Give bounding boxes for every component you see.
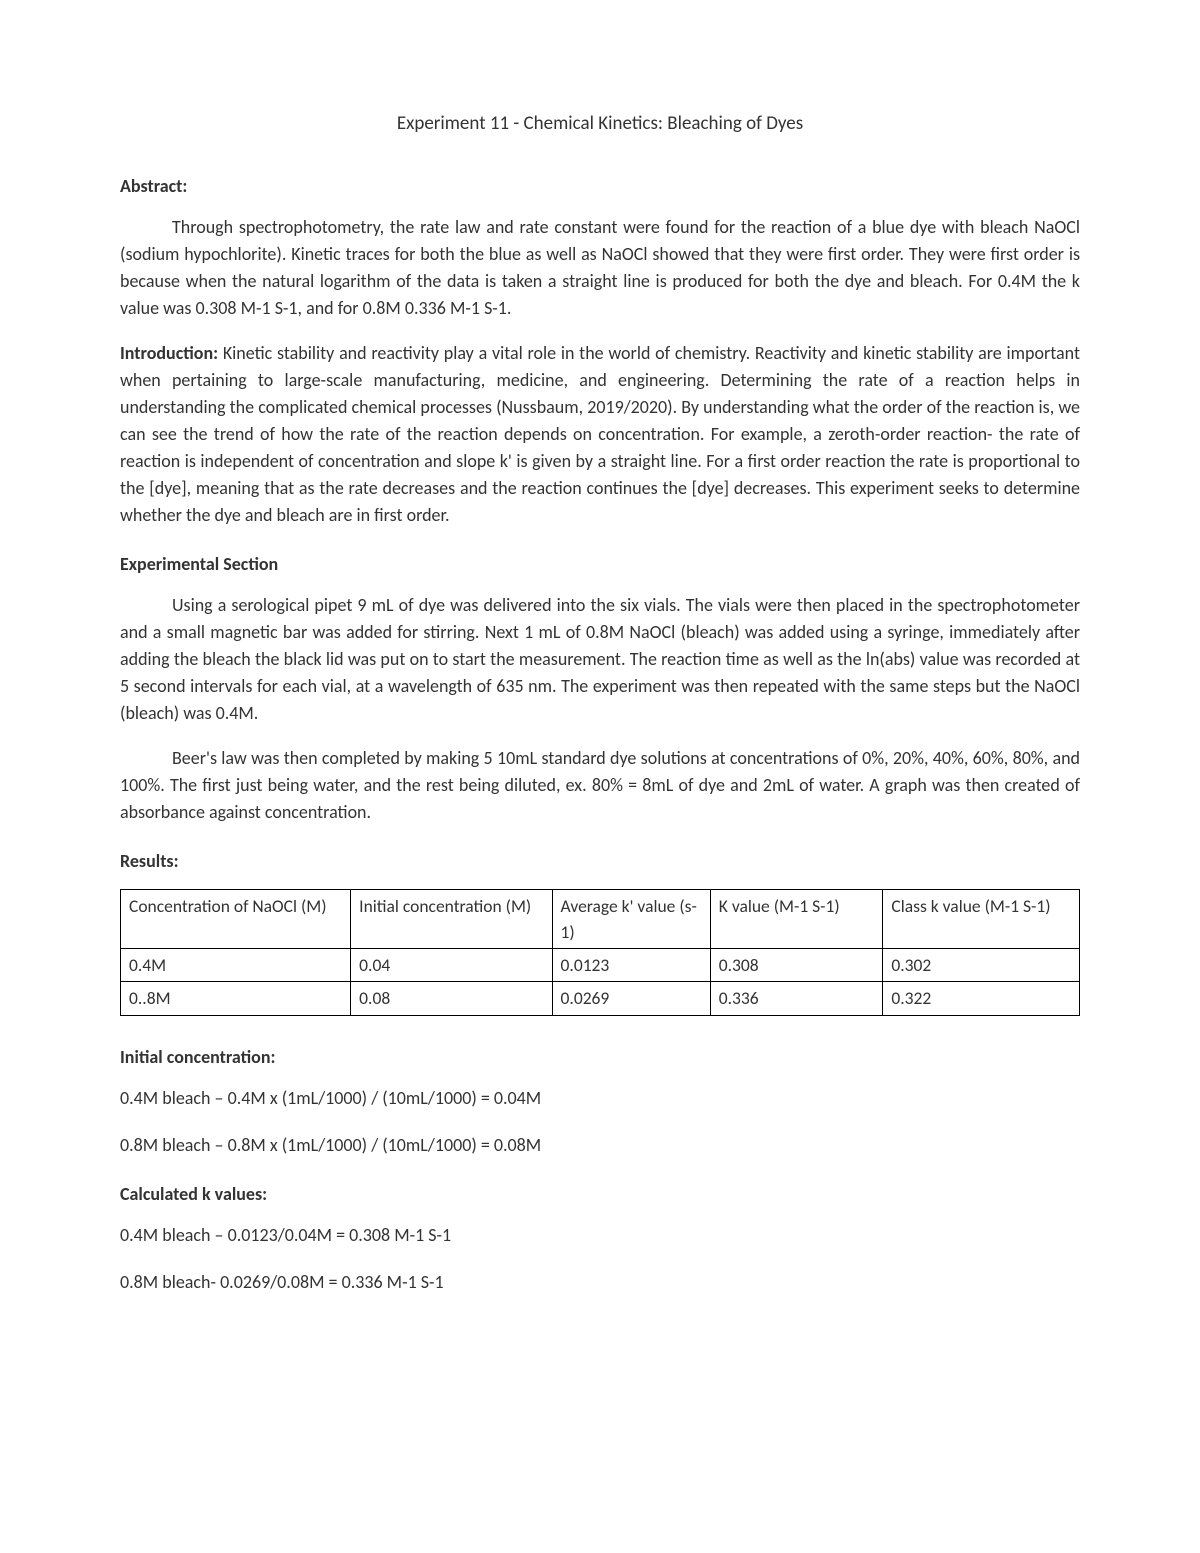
- table-header: K value (M-1 S-1): [710, 889, 883, 949]
- calc-ic-08m: 0.8M bleach – 0.8M x (1mL/1000) / (10mL/…: [120, 1132, 1080, 1159]
- table-header: Initial concentration (M): [351, 889, 552, 949]
- table-row: 0.4M 0.04 0.0123 0.308 0.302: [121, 949, 1080, 982]
- table-cell: 0.4M: [121, 949, 351, 982]
- document-title: Experiment 11 - Chemical Kinetics: Bleac…: [120, 110, 1080, 139]
- table-cell: 0.04: [351, 949, 552, 982]
- table-header: Concentration of NaOCl (M): [121, 889, 351, 949]
- paragraph-introduction: Introduction: Kinetic stability and reac…: [120, 340, 1080, 529]
- table-row: 0..8M 0.08 0.0269 0.336 0.322: [121, 982, 1080, 1015]
- calc-ic-04m: 0.4M bleach – 0.4M x (1mL/1000) / (10mL/…: [120, 1085, 1080, 1112]
- table-cell: 0.336: [710, 982, 883, 1015]
- table-cell: 0.0123: [552, 949, 710, 982]
- heading-results: Results:: [120, 848, 1080, 875]
- table-cell: 0.08: [351, 982, 552, 1015]
- heading-abstract: Abstract:: [120, 173, 1080, 200]
- table-header-row: Concentration of NaOCl (M) Initial conce…: [121, 889, 1080, 949]
- calc-k-04m: 0.4M bleach – 0.0123/0.04M = 0.308 M-1 S…: [120, 1222, 1080, 1249]
- table-cell: 0.302: [883, 949, 1080, 982]
- table-header: Average k' value (s-1): [552, 889, 710, 949]
- paragraph-experimental-2: Beer's law was then completed by making …: [120, 745, 1080, 826]
- paragraph-experimental-1: Using a serological pipet 9 mL of dye wa…: [120, 592, 1080, 727]
- heading-calculated-k: Calculated k values:: [120, 1181, 1080, 1208]
- paragraph-abstract: Through spectrophotometry, the rate law …: [120, 214, 1080, 322]
- table-cell: 0.322: [883, 982, 1080, 1015]
- heading-introduction: Introduction:: [120, 342, 218, 364]
- calc-k-08m: 0.8M bleach- 0.0269/0.08M = 0.336 M-1 S-…: [120, 1269, 1080, 1296]
- table-cell: 0.308: [710, 949, 883, 982]
- intro-text: Kinetic stability and reactivity play a …: [120, 342, 1080, 526]
- table-cell: 0.0269: [552, 982, 710, 1015]
- heading-experimental: Experimental Section: [120, 551, 1080, 578]
- heading-initial-concentration: Initial concentration:: [120, 1044, 1080, 1071]
- table-header: Class k value (M-1 S-1): [883, 889, 1080, 949]
- results-table: Concentration of NaOCl (M) Initial conce…: [120, 889, 1080, 1016]
- table-cell: 0..8M: [121, 982, 351, 1015]
